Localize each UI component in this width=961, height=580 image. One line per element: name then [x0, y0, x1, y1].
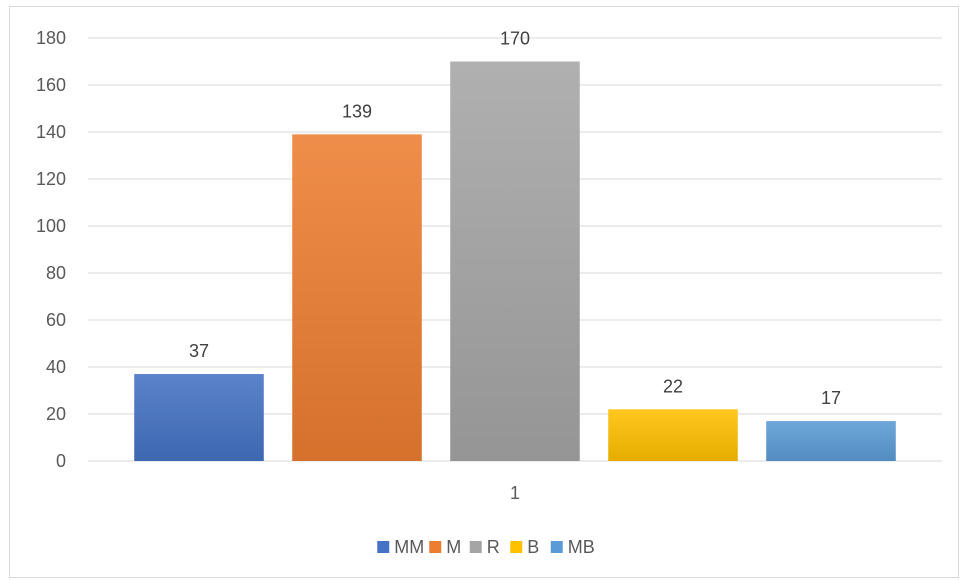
y-tick-label: 180: [36, 28, 66, 48]
bar-b: [608, 409, 738, 461]
legend-label: B: [527, 537, 539, 557]
legend-label: R: [487, 537, 500, 557]
data-label: 37: [189, 341, 209, 361]
bar-mm: [134, 374, 264, 461]
legend-swatch-b: [510, 541, 523, 553]
legend-label: MM: [394, 537, 424, 557]
y-tick-label: 100: [36, 216, 66, 236]
bar-m: [292, 134, 422, 461]
y-tick-label: 20: [46, 404, 66, 424]
y-tick-label: 0: [56, 451, 66, 471]
data-label: 139: [342, 101, 372, 121]
legend-swatch-mb: [550, 541, 563, 553]
legend-swatch-r: [469, 541, 482, 553]
legend-swatch-m: [429, 541, 442, 553]
legend-swatch-mm: [377, 541, 390, 553]
y-tick-label: 60: [46, 310, 66, 330]
bar-r: [450, 61, 580, 461]
data-label: 22: [663, 376, 683, 396]
legend-label: M: [446, 537, 461, 557]
data-label: 17: [821, 388, 841, 408]
y-tick-label: 80: [46, 263, 66, 283]
x-tick-label: 1: [510, 483, 520, 503]
y-tick-label: 160: [36, 75, 66, 95]
y-tick-label: 140: [36, 122, 66, 142]
data-label: 170: [500, 29, 530, 49]
legend-label: MB: [568, 537, 595, 557]
y-tick-label: 120: [36, 169, 66, 189]
y-tick-label: 40: [46, 357, 66, 377]
bar-mb: [766, 421, 896, 461]
